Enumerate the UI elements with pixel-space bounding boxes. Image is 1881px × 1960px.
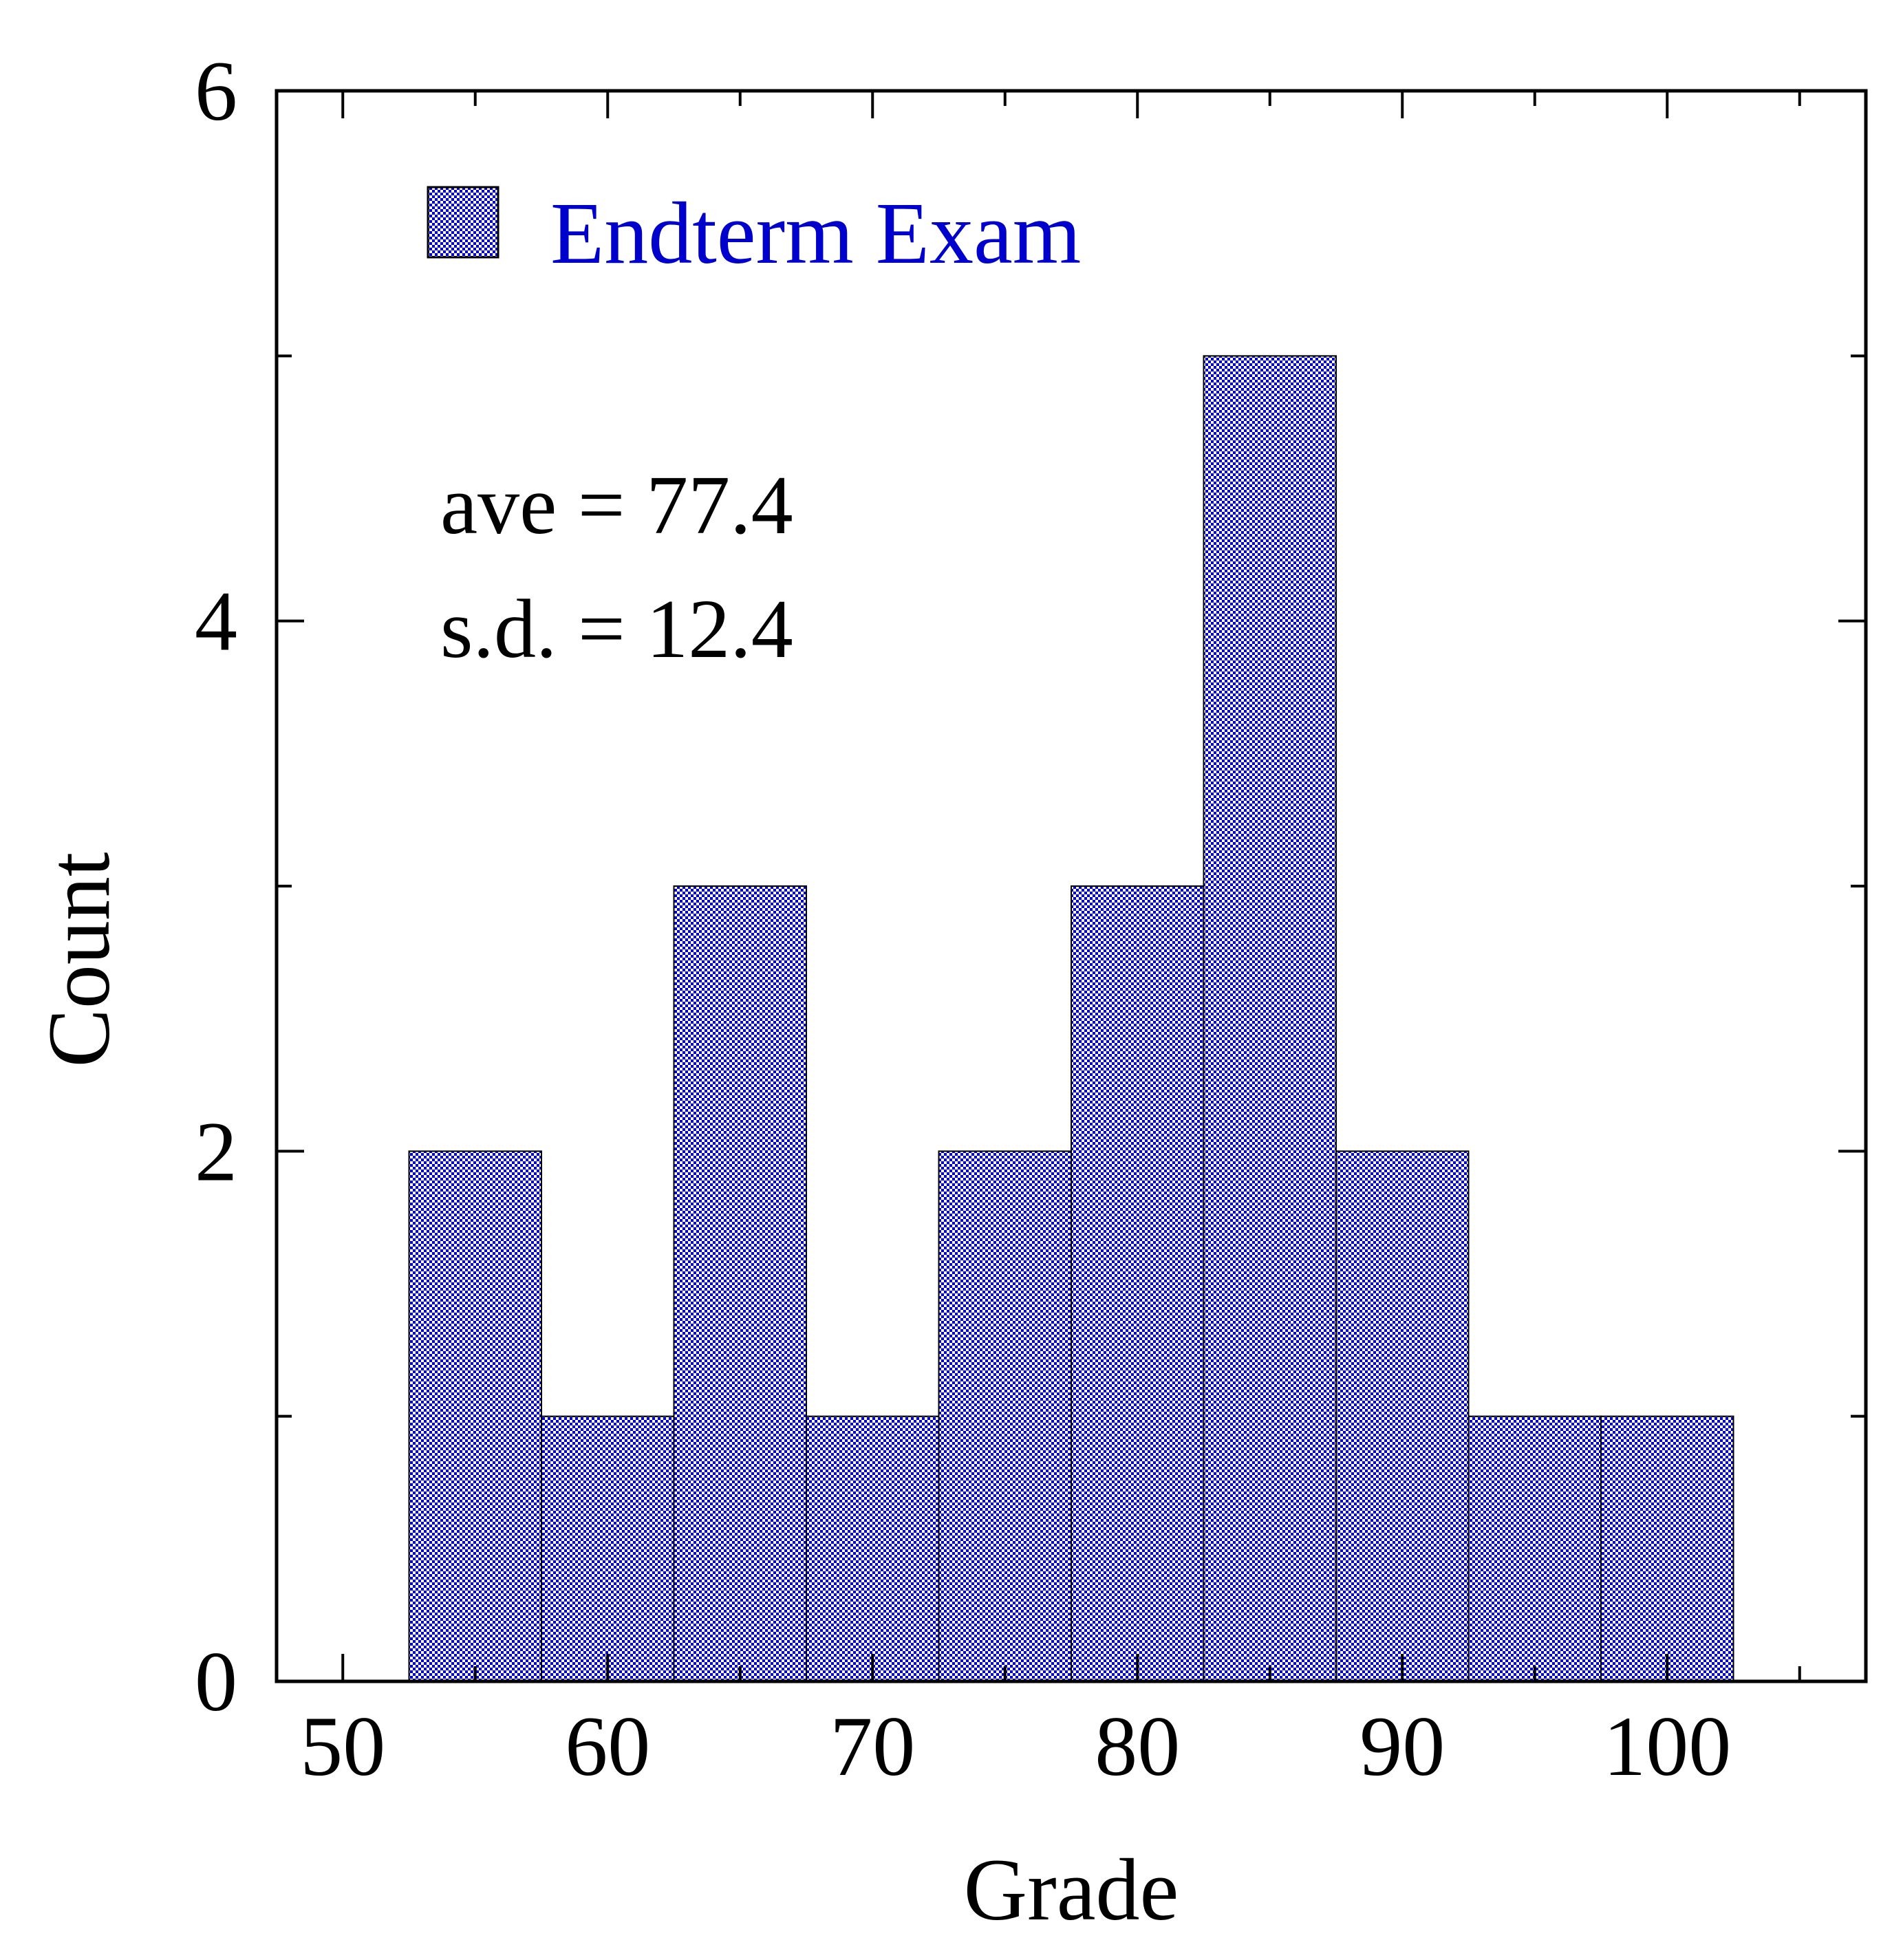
y-axis-label: Count (30, 852, 128, 1068)
legend-swatch (427, 186, 499, 259)
histogram-bar-7 (1203, 355, 1337, 1682)
axis-tick-labels: 50 60 70 80 90 100 0 2 4 6 (195, 44, 1731, 1794)
legend-label: Endterm Exam (550, 184, 1081, 282)
histogram-bar-3 (673, 885, 807, 1682)
x-tick-label: 100 (1603, 1699, 1731, 1794)
x-tick-label: 50 (300, 1699, 385, 1794)
histogram-bar-4 (806, 1415, 940, 1683)
average-annotation: ave = 77.4 (440, 459, 793, 552)
y-tick-label: 2 (195, 1104, 237, 1198)
histogram-bar-1 (408, 1150, 542, 1683)
histogram-bar-2 (541, 1415, 675, 1683)
axis-ticks (277, 89, 1866, 1683)
histogram-bar-5 (938, 1150, 1072, 1683)
x-axis-label: Grade (964, 1841, 1179, 1939)
y-tick-label: 6 (195, 44, 237, 138)
histogram-bar-9 (1468, 1415, 1602, 1683)
y-tick-label: 0 (195, 1635, 237, 1729)
legend: Endterm Exam (427, 184, 1081, 282)
x-tick-label: 60 (565, 1699, 650, 1794)
x-tick-label: 70 (830, 1699, 915, 1794)
y-tick-label: 4 (195, 574, 237, 669)
x-tick-label: 80 (1095, 1699, 1180, 1794)
x-tick-label: 90 (1359, 1699, 1445, 1794)
histogram-bar-10 (1600, 1415, 1734, 1683)
sd-annotation: s.d. = 12.4 (440, 583, 793, 676)
histogram-bar-6 (1071, 885, 1205, 1682)
histogram-bar-8 (1335, 1150, 1470, 1683)
histogram-bars (408, 355, 1734, 1683)
